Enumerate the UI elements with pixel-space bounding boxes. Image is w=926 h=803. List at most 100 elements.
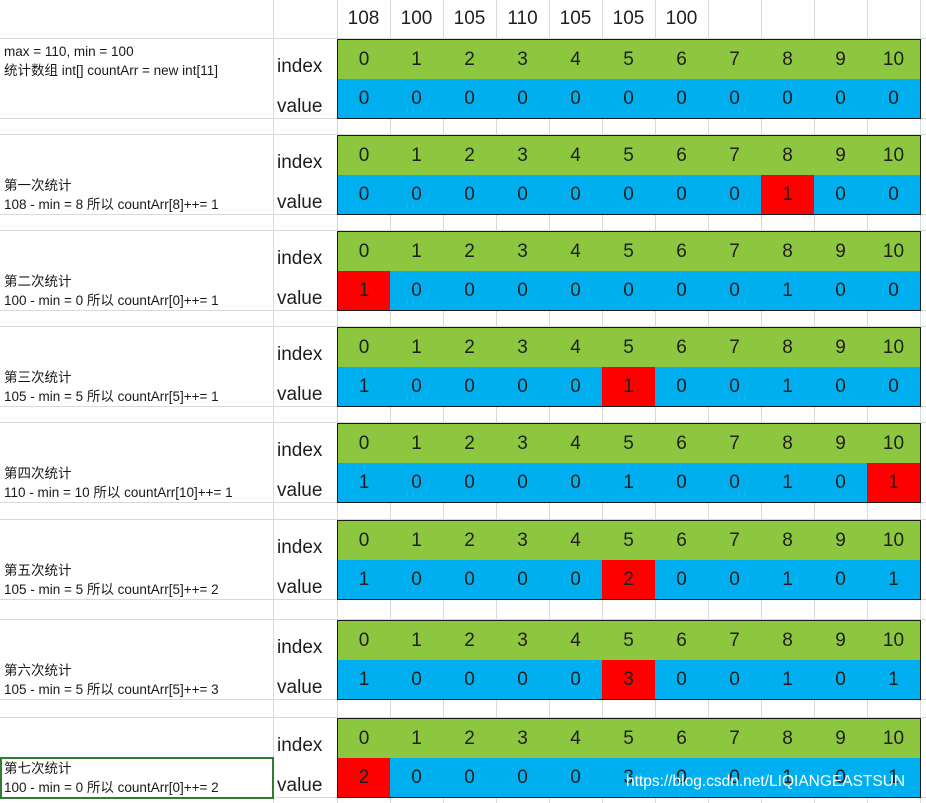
index-cell[interactable]: 8 <box>761 135 815 176</box>
value-cell[interactable]: 0 <box>814 175 868 215</box>
value-cell[interactable]: 0 <box>496 758 550 798</box>
index-cell[interactable]: 10 <box>867 231 921 272</box>
input-value-cell[interactable]: 105 <box>453 8 486 29</box>
value-cell[interactable]: 0 <box>337 79 391 119</box>
index-cell[interactable]: 6 <box>655 135 709 176</box>
index-cell[interactable]: 5 <box>602 620 656 661</box>
index-cell[interactable]: 4 <box>549 620 603 661</box>
index-cell[interactable]: 2 <box>443 520 497 561</box>
index-cell[interactable]: 0 <box>337 327 391 368</box>
index-cell[interactable]: 5 <box>602 718 656 759</box>
value-cell[interactable]: 0 <box>443 758 497 798</box>
highlighted-value-cell[interactable]: 1 <box>602 367 656 407</box>
value-cell[interactable]: 0 <box>708 660 762 700</box>
value-cell[interactable]: 0 <box>761 79 815 119</box>
index-cell[interactable]: 7 <box>708 423 762 464</box>
index-cell[interactable]: 3 <box>496 135 550 176</box>
index-cell[interactable]: 10 <box>867 620 921 661</box>
value-cell[interactable]: 0 <box>496 271 550 311</box>
index-cell[interactable]: 2 <box>443 327 497 368</box>
index-cell[interactable]: 9 <box>814 718 868 759</box>
value-cell[interactable]: 0 <box>390 271 444 311</box>
value-cell[interactable]: 0 <box>655 79 709 119</box>
index-cell[interactable]: 6 <box>655 39 709 80</box>
index-cell[interactable]: 6 <box>655 520 709 561</box>
index-cell[interactable]: 3 <box>496 620 550 661</box>
index-cell[interactable]: 9 <box>814 39 868 80</box>
value-cell[interactable]: 0 <box>708 79 762 119</box>
input-value-cell[interactable]: 100 <box>665 8 698 29</box>
value-cell[interactable]: 1 <box>761 367 815 407</box>
index-cell[interactable]: 1 <box>390 520 444 561</box>
value-cell[interactable]: 0 <box>602 79 656 119</box>
index-cell[interactable]: 0 <box>337 423 391 464</box>
index-cell[interactable]: 3 <box>496 39 550 80</box>
value-cell[interactable]: 0 <box>496 660 550 700</box>
value-cell[interactable]: 0 <box>814 660 868 700</box>
value-cell[interactable]: 1 <box>761 271 815 311</box>
index-cell[interactable]: 8 <box>761 718 815 759</box>
value-cell[interactable]: 0 <box>549 560 603 600</box>
value-cell[interactable]: 0 <box>549 175 603 215</box>
value-cell[interactable]: 0 <box>443 560 497 600</box>
value-cell[interactable]: 1 <box>602 463 656 503</box>
value-cell[interactable]: 0 <box>443 79 497 119</box>
value-cell[interactable]: 0 <box>814 367 868 407</box>
index-cell[interactable]: 2 <box>443 620 497 661</box>
value-cell[interactable]: 0 <box>390 175 444 215</box>
index-cell[interactable]: 5 <box>602 520 656 561</box>
value-cell[interactable]: 1 <box>761 560 815 600</box>
index-cell[interactable]: 4 <box>549 231 603 272</box>
value-cell[interactable]: 0 <box>708 560 762 600</box>
highlighted-value-cell[interactable]: 1 <box>761 175 815 215</box>
input-value-cell[interactable]: 108 <box>347 8 380 29</box>
index-cell[interactable]: 4 <box>549 39 603 80</box>
index-cell[interactable]: 6 <box>655 231 709 272</box>
index-cell[interactable]: 2 <box>443 135 497 176</box>
value-cell[interactable]: 0 <box>708 271 762 311</box>
input-value-cell[interactable]: 105 <box>559 8 592 29</box>
index-cell[interactable]: 3 <box>496 718 550 759</box>
value-cell[interactable]: 0 <box>708 175 762 215</box>
index-cell[interactable]: 7 <box>708 620 762 661</box>
highlighted-value-cell[interactable]: 1 <box>337 271 391 311</box>
value-cell[interactable]: 0 <box>496 367 550 407</box>
index-cell[interactable]: 7 <box>708 231 762 272</box>
value-cell[interactable]: 1 <box>761 660 815 700</box>
index-cell[interactable]: 7 <box>708 135 762 176</box>
index-cell[interactable]: 5 <box>602 327 656 368</box>
value-cell[interactable]: 0 <box>867 175 921 215</box>
value-cell[interactable]: 0 <box>549 367 603 407</box>
value-cell[interactable]: 0 <box>390 758 444 798</box>
value-cell[interactable]: 1 <box>867 758 921 798</box>
value-cell[interactable]: 0 <box>549 463 603 503</box>
index-cell[interactable]: 0 <box>337 520 391 561</box>
index-cell[interactable]: 8 <box>761 423 815 464</box>
value-cell[interactable]: 0 <box>443 660 497 700</box>
value-cell[interactable]: 0 <box>390 660 444 700</box>
index-cell[interactable]: 0 <box>337 231 391 272</box>
index-cell[interactable]: 10 <box>867 39 921 80</box>
value-cell[interactable]: 0 <box>655 660 709 700</box>
highlighted-value-cell[interactable]: 3 <box>602 660 656 700</box>
value-cell[interactable]: 1 <box>761 758 815 798</box>
index-cell[interactable]: 7 <box>708 718 762 759</box>
index-cell[interactable]: 8 <box>761 620 815 661</box>
index-cell[interactable]: 10 <box>867 520 921 561</box>
value-cell[interactable]: 0 <box>655 463 709 503</box>
value-cell[interactable]: 1 <box>337 367 391 407</box>
index-cell[interactable]: 4 <box>549 520 603 561</box>
value-cell[interactable]: 0 <box>390 367 444 407</box>
index-cell[interactable]: 3 <box>496 327 550 368</box>
value-cell[interactable]: 0 <box>708 758 762 798</box>
index-cell[interactable]: 0 <box>337 718 391 759</box>
index-cell[interactable]: 9 <box>814 520 868 561</box>
value-cell[interactable]: 0 <box>443 175 497 215</box>
index-cell[interactable]: 6 <box>655 718 709 759</box>
value-cell[interactable]: 0 <box>549 271 603 311</box>
input-value-cell[interactable]: 110 <box>507 8 538 29</box>
index-cell[interactable]: 7 <box>708 520 762 561</box>
index-cell[interactable]: 8 <box>761 327 815 368</box>
value-cell[interactable]: 1 <box>761 463 815 503</box>
value-cell[interactable]: 0 <box>549 79 603 119</box>
